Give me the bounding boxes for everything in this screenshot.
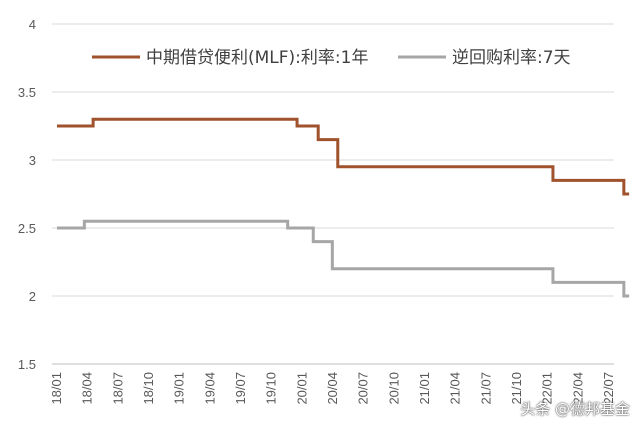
y-tick-label: 1.5 — [18, 357, 36, 372]
x-axis-ticks: 18/01 18/04 18/07 18/10 19/01 19/04 19/07 19/10… — [49, 372, 616, 405]
x-tick-label: 18/10 — [141, 372, 156, 405]
y-tick-label: 2.5 — [18, 221, 36, 236]
legend-label-2: 逆回购利率:7天 — [452, 48, 571, 68]
x-tick-label: 21/01 — [417, 372, 432, 405]
x-tick-label: 21/04 — [448, 372, 463, 405]
x-tick-label: 20/10 — [386, 372, 401, 405]
x-tick-label: 18/04 — [80, 372, 95, 405]
x-tick-label: 19/10 — [264, 372, 279, 405]
watermark-text: 头条 @德邦基金 — [520, 400, 630, 418]
y-tick-label: 3.5 — [18, 85, 36, 100]
x-tick-label: 21/07 — [478, 372, 493, 405]
series-line-2 — [57, 219, 630, 298]
x-tick-label: 20/04 — [325, 372, 340, 405]
x-tick-label: 20/07 — [356, 372, 371, 405]
y-axis-ticks: 1.5 2 2.5 3 3.5 4 — [18, 17, 36, 372]
x-tick-label: 18/07 — [110, 372, 125, 405]
legend: 中期借贷便利(MLF):利率:1年 逆回购利率:7天 — [92, 48, 571, 68]
y-tick-label: 2 — [29, 289, 36, 304]
x-tick-label: 19/07 — [233, 372, 248, 405]
x-tick-label: 19/04 — [202, 372, 217, 405]
x-tick-label: 20/01 — [294, 372, 309, 405]
x-tick-label: 18/01 — [49, 372, 64, 405]
x-tick-label: 21/10 — [509, 372, 524, 405]
x-tick-label: 19/01 — [172, 372, 187, 405]
series-lines — [57, 117, 630, 298]
grid-lines — [52, 23, 614, 297]
x-tick-label: 22/07 — [601, 372, 616, 405]
x-tick-label: 22/04 — [570, 372, 585, 405]
x-tick-label: 22/01 — [540, 372, 555, 405]
y-tick-label: 4 — [29, 17, 36, 32]
series-line-1 — [57, 117, 630, 196]
y-tick-label: 3 — [29, 153, 36, 168]
legend-label-1: 中期借贷便利(MLF):利率:1年 — [146, 48, 368, 68]
